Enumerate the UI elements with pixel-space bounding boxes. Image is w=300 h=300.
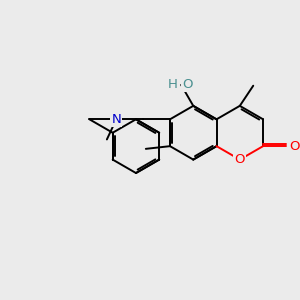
Text: O: O [182,78,193,92]
Text: N: N [111,113,121,126]
Text: H: H [167,78,177,92]
Text: O: O [289,140,299,153]
Text: O: O [235,153,245,166]
